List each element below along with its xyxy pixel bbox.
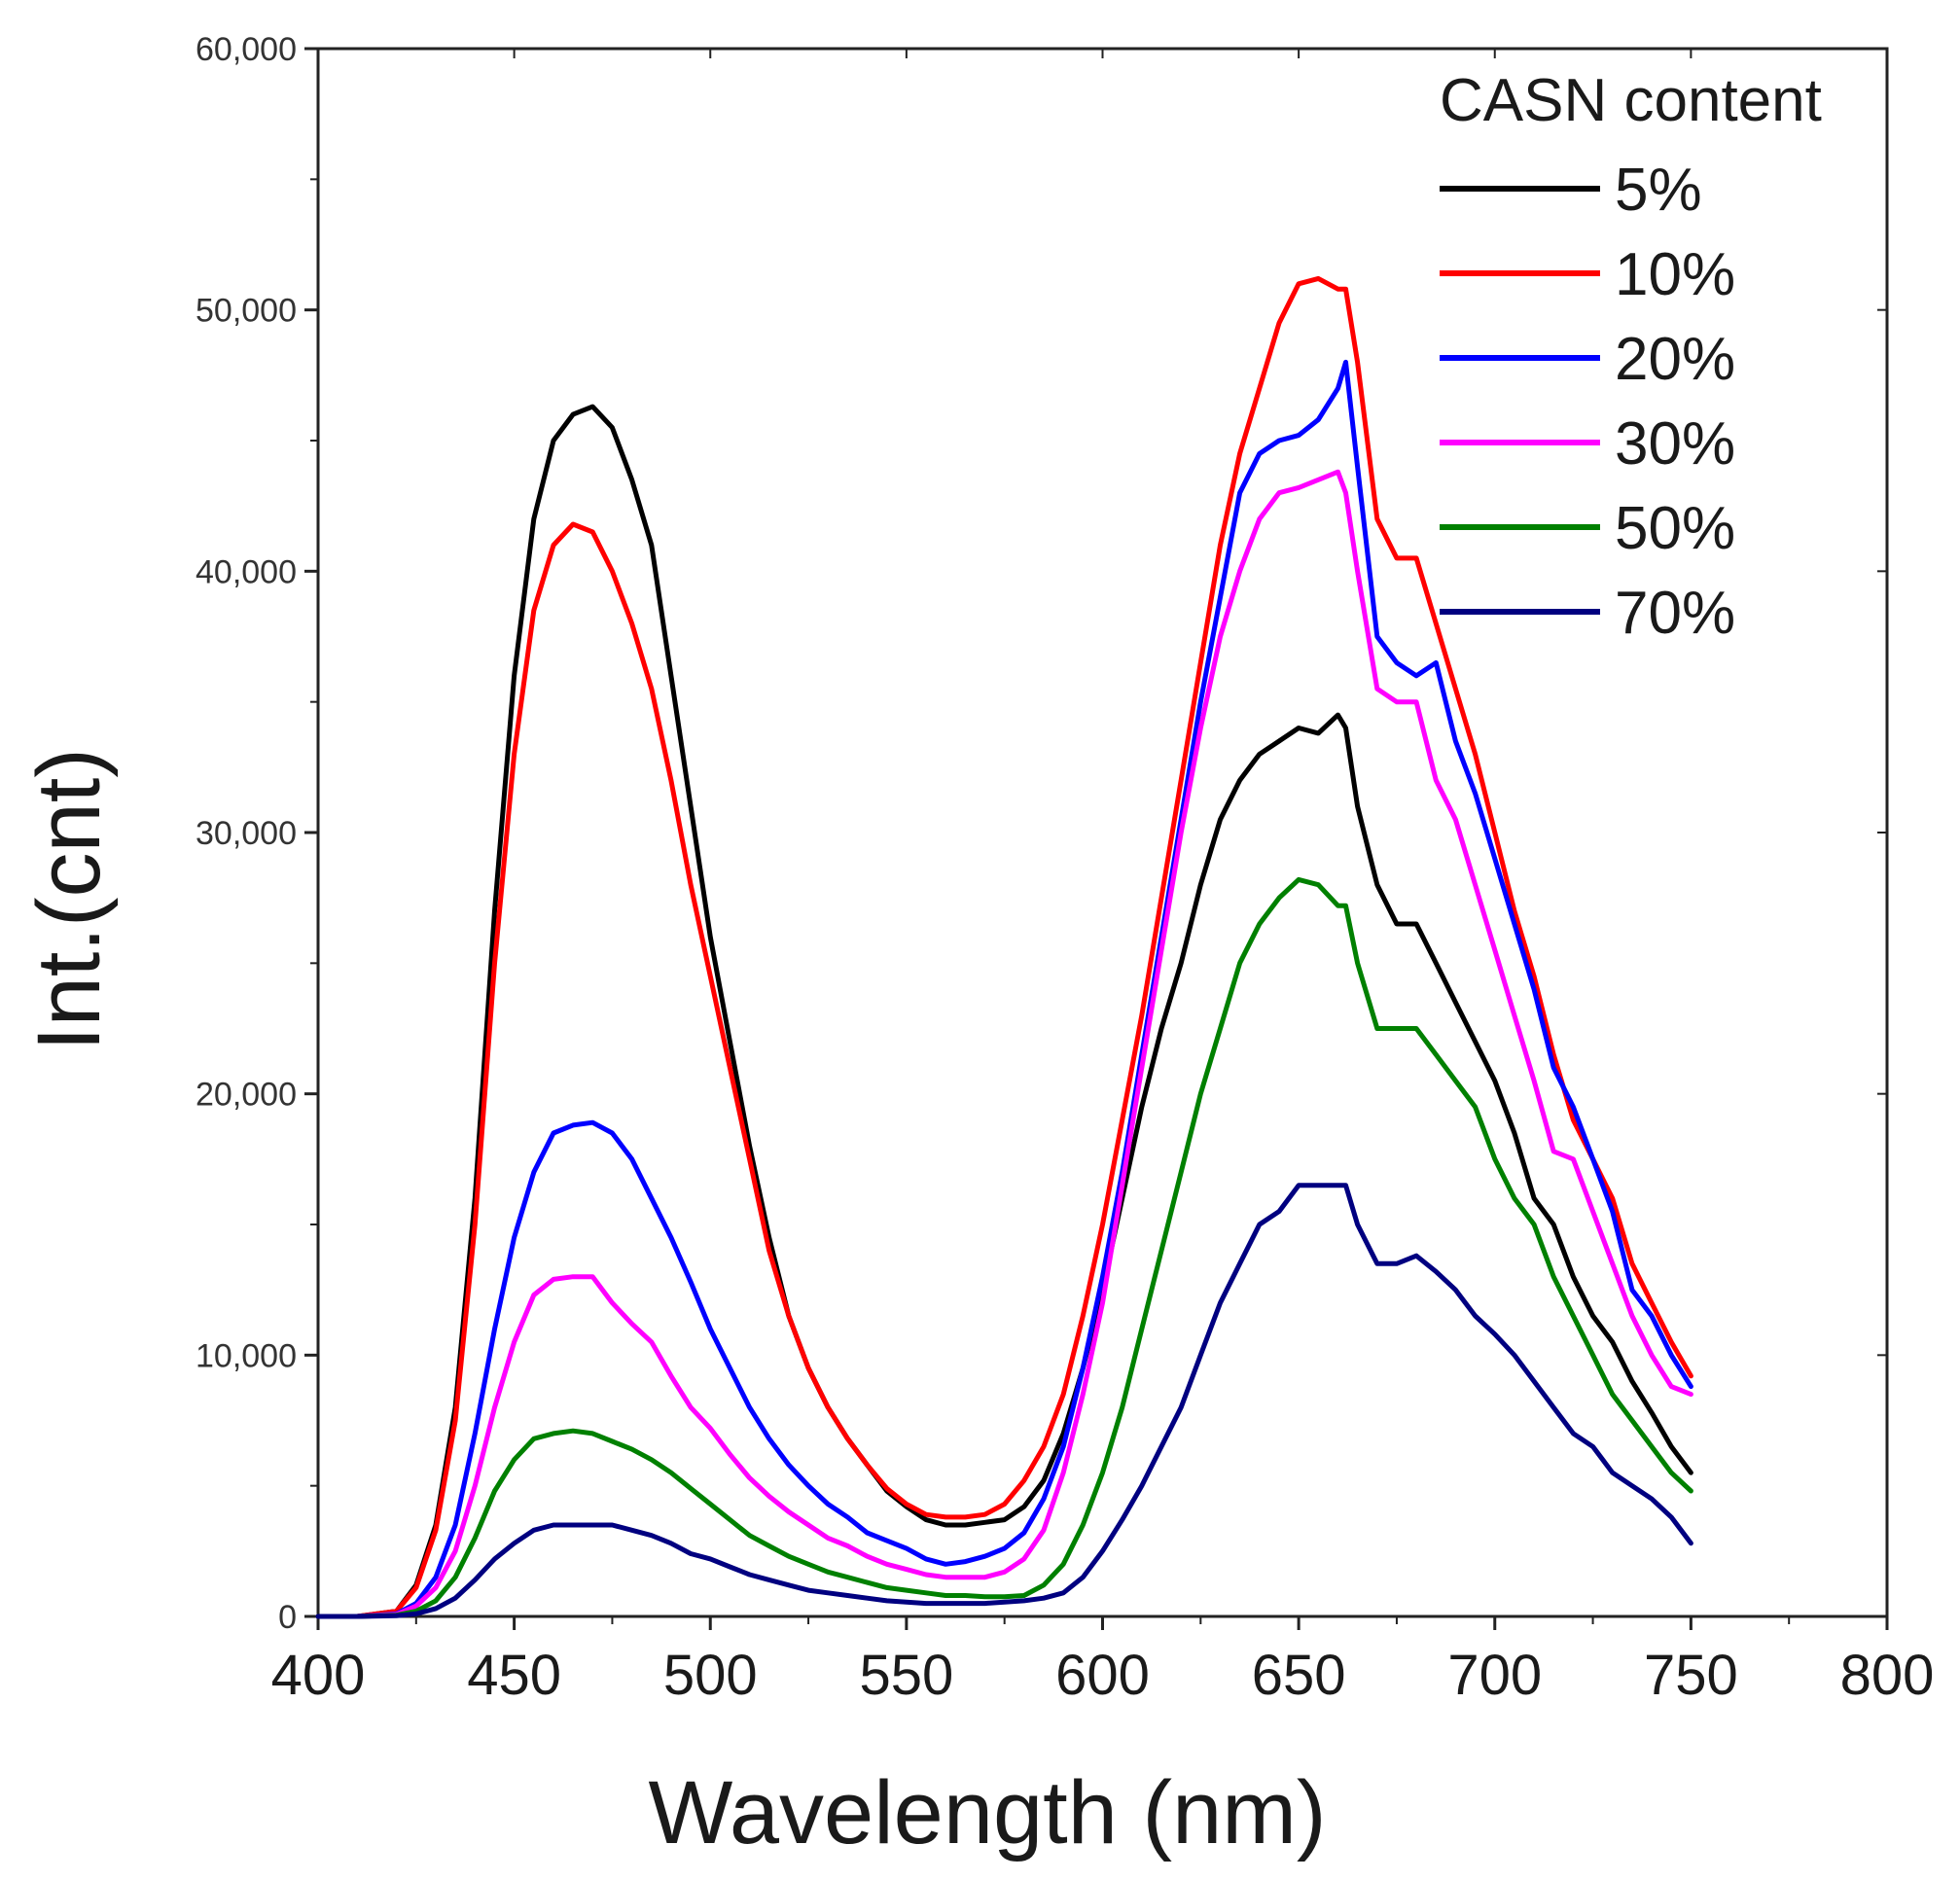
x-tick-label: 750 [1644, 1644, 1738, 1707]
y-axis-title: Int.(cnt) [19, 748, 119, 1051]
y-tick-label: 50,000 [196, 293, 297, 330]
legend-title: CASN content [1440, 67, 1822, 134]
x-tick-label: 450 [467, 1644, 561, 1707]
series-line-20pct [315, 359, 1693, 1619]
y-axis: 0 10,000 20,000 30,000 40,000 50,000 60,000 [196, 31, 1887, 1636]
y-tick-label: 20,000 [196, 1077, 297, 1114]
series-line-70pct [315, 1183, 1693, 1619]
x-tick-label: 600 [1055, 1644, 1150, 1707]
series-line-10pct [315, 275, 1693, 1619]
legend-label: 10% [1615, 241, 1735, 308]
legend-label: 70% [1615, 580, 1735, 647]
legend-label: 20% [1615, 326, 1735, 393]
series-line-5pct [315, 404, 1693, 1619]
legend: CASN content 5% 10% 20% 30% 50% 70% [1440, 67, 1822, 647]
legend-label: 30% [1615, 410, 1735, 478]
x-tick-label: 650 [1252, 1644, 1346, 1707]
x-tick-label: 500 [663, 1644, 758, 1707]
x-tick-label: 800 [1840, 1644, 1935, 1707]
y-tick-label: 0 [278, 1599, 297, 1636]
x-tick-label: 550 [859, 1644, 953, 1707]
x-tick-label: 400 [271, 1644, 366, 1707]
x-tick-label: 700 [1447, 1644, 1542, 1707]
x-axis: 400 450 500 550 600 650 700 750 800 [271, 49, 1935, 1707]
series-line-50pct [315, 876, 1693, 1619]
y-tick-label: 60,000 [196, 31, 297, 68]
y-tick-label: 10,000 [196, 1337, 297, 1374]
y-tick-label: 30,000 [196, 815, 297, 852]
legend-label: 50% [1615, 495, 1735, 562]
x-axis-title: Wavelength (nm) [648, 1763, 1326, 1862]
series-line-30pct [315, 469, 1693, 1619]
y-tick-label: 40,000 [196, 553, 297, 590]
legend-label: 5% [1615, 157, 1702, 224]
series-layer [315, 275, 1693, 1619]
